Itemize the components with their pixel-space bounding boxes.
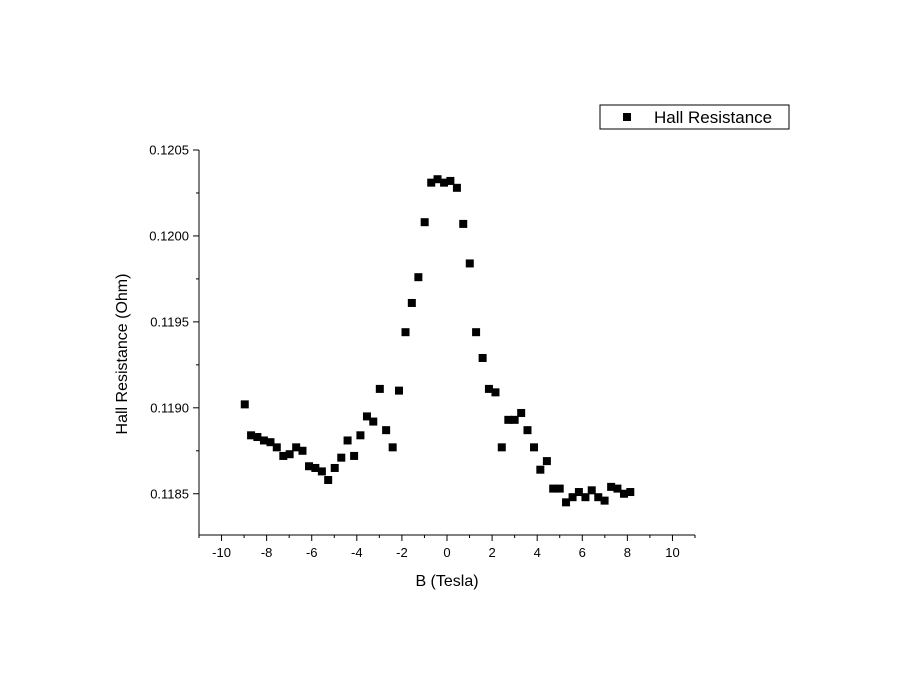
x-tick-label: 6 <box>579 545 586 560</box>
data-point <box>272 443 281 452</box>
x-tick-label: 0 <box>443 545 450 560</box>
data-point <box>317 467 326 476</box>
data-point <box>619 489 628 498</box>
data-point <box>266 438 275 447</box>
data-point <box>626 488 635 497</box>
data-point <box>440 178 449 187</box>
x-tick-label: -8 <box>261 545 273 560</box>
data-point <box>375 384 384 393</box>
data-point <box>253 433 262 442</box>
data-point <box>613 484 622 493</box>
data-point <box>568 493 577 502</box>
data-point <box>587 486 596 495</box>
y-tick-label: 0.1190 <box>150 400 189 415</box>
data-point <box>484 384 493 393</box>
data-point <box>452 183 461 192</box>
data-point <box>298 446 307 455</box>
data-point <box>350 451 359 460</box>
y-tick-label: 0.1205 <box>149 143 189 158</box>
data-point <box>472 328 481 337</box>
data-point <box>607 482 616 491</box>
data-point <box>337 453 346 462</box>
data-point <box>542 457 551 466</box>
x-tick-label: -10 <box>212 545 231 560</box>
x-axis-title: B (Tesla) <box>415 573 478 590</box>
data-point <box>285 450 294 459</box>
data-point <box>311 463 320 472</box>
data-point <box>247 431 256 440</box>
legend-box <box>599 104 790 130</box>
data-point <box>497 443 506 452</box>
data-point <box>549 484 558 493</box>
data-point <box>478 353 487 362</box>
data-point <box>414 273 423 282</box>
data-point <box>517 408 526 417</box>
data-point <box>433 175 442 184</box>
data-point <box>581 493 590 502</box>
data-point <box>562 498 571 507</box>
y-tick-label: 0.1200 <box>149 228 189 243</box>
data-point <box>555 484 564 493</box>
x-axis-ticks: -10 -8 -6 -4 -2 0 2 4 6 8 10 <box>198 535 696 560</box>
data-point <box>491 388 500 397</box>
data-point <box>240 400 249 409</box>
data-point <box>388 443 397 452</box>
x-tick-label: -6 <box>306 545 318 560</box>
data-point <box>510 415 519 424</box>
data-point <box>305 462 314 471</box>
axes <box>198 150 695 536</box>
data-point <box>330 463 339 472</box>
data-point <box>504 415 513 424</box>
data-point <box>446 176 455 185</box>
data-point <box>574 488 583 497</box>
y-axis-ticks: 0.1185 0.1190 0.1195 0.1200 0.1205 <box>149 143 199 501</box>
data-points <box>240 175 635 507</box>
data-point <box>382 426 391 435</box>
data-point <box>465 259 474 268</box>
data-point <box>401 328 410 337</box>
data-point <box>420 218 429 227</box>
data-point <box>324 476 333 484</box>
data-point <box>279 451 288 460</box>
data-point <box>369 417 378 426</box>
x-tick-label: 10 <box>665 545 679 560</box>
x-tick-label: 4 <box>534 545 541 560</box>
data-point <box>536 465 545 474</box>
y-axis-title: Hall Resistance (Ohm) <box>114 274 131 435</box>
data-point <box>530 443 539 452</box>
data-point <box>343 436 352 445</box>
x-tick-label: 2 <box>488 545 495 560</box>
x-tick-label: 8 <box>624 545 631 560</box>
data-point <box>600 496 609 505</box>
legend-marker-square <box>623 113 631 121</box>
y-tick-label: 0.1195 <box>150 314 189 329</box>
legend-entry-hall-resistance: Hall Resistance <box>654 108 772 127</box>
data-point <box>594 493 603 502</box>
data-point <box>427 178 436 187</box>
data-point <box>459 219 468 228</box>
data-point <box>356 431 365 440</box>
data-point <box>362 412 371 421</box>
data-point <box>259 436 268 445</box>
legend: Hall Resistance <box>599 104 790 130</box>
x-tick-label: -2 <box>396 545 408 560</box>
x-tick-label: -4 <box>351 545 363 560</box>
data-point <box>394 386 403 395</box>
data-point <box>292 443 301 452</box>
data-point <box>523 426 532 435</box>
y-tick-label: 0.1185 <box>150 486 189 501</box>
data-point <box>407 298 416 307</box>
